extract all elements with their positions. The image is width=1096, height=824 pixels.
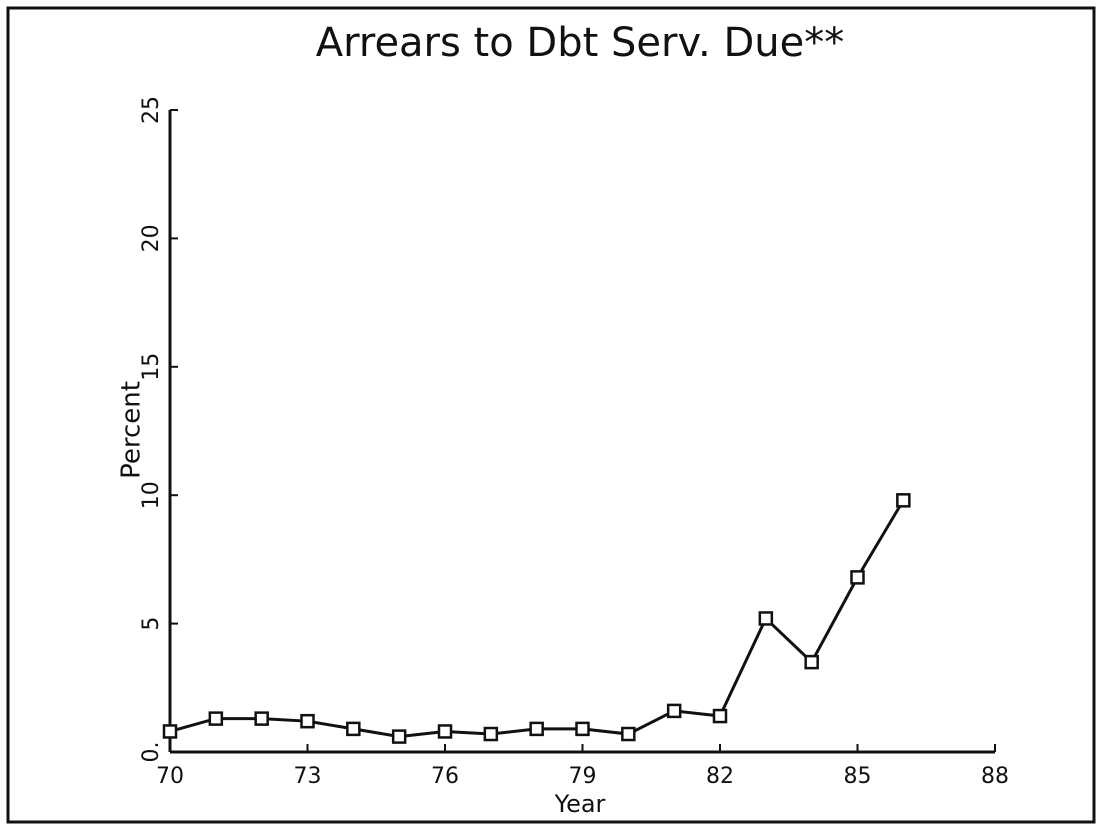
y-tick-label: 5 [139, 617, 164, 631]
point-marker [804, 654, 819, 670]
chart-title: Arrears to Dbt Serv. Due** [316, 20, 844, 66]
y-axis-label: Percent [117, 381, 147, 479]
point-marker [666, 703, 682, 719]
x-tick-label: 82 [706, 764, 734, 789]
y-tick-label: 25 [139, 96, 164, 124]
point-marker [621, 726, 636, 742]
point-marker [483, 726, 499, 742]
point-marker [300, 713, 315, 729]
point-marker [391, 729, 407, 744]
point-marker [850, 570, 865, 585]
x-tick-label: 70 [156, 764, 184, 789]
point-marker [896, 493, 911, 508]
x-tick-label: 76 [431, 764, 459, 789]
y-tick-label: 15 [139, 353, 164, 381]
y-tick-label: 0. [139, 742, 164, 763]
point-marker [712, 708, 728, 724]
point-marker [575, 721, 590, 737]
series-line [169, 499, 905, 739]
x-tick-label: 85 [844, 764, 872, 789]
x-axis-label: Year [554, 790, 606, 818]
y-tick-label: 20 [139, 224, 164, 252]
point-marker [437, 724, 453, 739]
point-marker [162, 724, 178, 739]
x-tick-label: 73 [294, 764, 322, 789]
x-tick-label: 79 [569, 764, 597, 789]
point-marker [529, 721, 544, 737]
point-marker [208, 711, 224, 726]
point-marker [346, 721, 361, 737]
point-marker [758, 611, 774, 626]
y-tick-label: 10 [139, 481, 164, 509]
frame [6, 6, 1096, 824]
point-marker [254, 711, 269, 726]
x-tick-label: 88 [981, 764, 1009, 789]
